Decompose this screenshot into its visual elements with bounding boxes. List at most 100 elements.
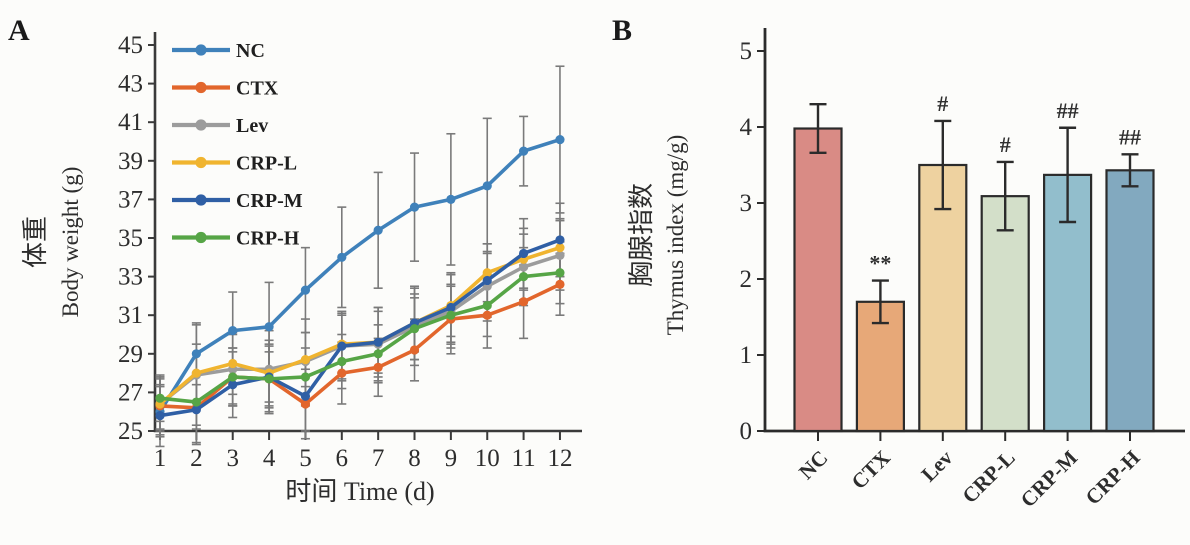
series-line-CRP-H	[159, 270, 561, 404]
panel-b-label: B	[612, 14, 633, 47]
a-x-axis-title: 时间 Time (d)	[285, 477, 434, 506]
b-x-category-label-CRP-M: CRP-M	[1016, 445, 1083, 512]
b-y-tick-label: 0	[740, 418, 753, 445]
series-CRP-H	[155, 268, 565, 407]
a-y-tick-label: 39	[118, 148, 143, 175]
legend-marker-CRP-M	[195, 194, 207, 206]
b-y-tick-label: 2	[740, 266, 753, 293]
a-legend: NC CTX Lev CRP-L CRP-M CRP-H	[172, 40, 303, 250]
data-point-CRP-H	[409, 324, 420, 334]
legend-item-CRP-L: CRP-L	[172, 153, 297, 175]
legend-marker-CTX	[195, 81, 207, 94]
bar-NC	[793, 127, 843, 433]
data-point-CRP-M	[373, 337, 383, 347]
data-point-CRP-H	[337, 356, 347, 367]
significance-annotation-CTX: **	[869, 251, 891, 276]
a-x-tick-label: 6	[336, 445, 349, 472]
a-y-axis-title-cn: 体重	[21, 216, 50, 268]
bar-group-CRP-M: ##	[1042, 98, 1093, 433]
significance-annotation-CRP-L: #	[1000, 132, 1011, 157]
a-x-tick-label: 9	[445, 445, 458, 472]
data-point-CTX	[555, 279, 565, 289]
bar-group-NC	[793, 102, 843, 433]
data-point-CRP-M	[446, 302, 456, 313]
legend-item-CRP-H: CRP-H	[172, 228, 300, 250]
data-point-CTX	[373, 362, 383, 372]
a-y-tick-label: 27	[118, 379, 143, 406]
data-point-CRP-M	[337, 341, 347, 351]
a-x-tick-label: 1	[154, 445, 167, 472]
data-point-CRP-L	[191, 368, 201, 378]
data-point-CRP-H	[519, 272, 529, 282]
data-point-CTX	[300, 399, 311, 409]
legend-label-CRP-M: CRP-M	[236, 190, 303, 212]
b-x-category-label-CRP-H: CRP-H	[1081, 446, 1145, 510]
data-point-CRP-H	[555, 268, 565, 278]
a-y-tick-label: 45	[118, 32, 143, 59]
data-point-CTX	[482, 310, 492, 320]
legend-item-CRP-M: CRP-M	[172, 190, 303, 212]
a-x-tick-label: 3	[226, 445, 239, 472]
b-y-tick-label: 5	[740, 38, 753, 65]
legend-marker-CRP-H	[195, 231, 207, 244]
bar-group-CTX: **	[855, 251, 906, 433]
legend-label-CRP-L: CRP-L	[236, 153, 297, 175]
legend-label-CTX: CTX	[236, 78, 279, 100]
legend-label-CRP-H: CRP-H	[236, 228, 300, 250]
b-y-tick-label: 3	[740, 190, 753, 217]
data-point-CRP-M	[482, 275, 492, 286]
data-point-CRP-M	[228, 380, 238, 390]
data-point-CRP-L	[555, 243, 565, 253]
data-point-NC	[519, 146, 529, 156]
b-y-axis-title-cn: 胸腺指数	[627, 183, 656, 287]
data-point-CTX	[337, 368, 347, 378]
significance-annotation-CRP-M: ##	[1057, 98, 1079, 123]
series-line-Lev	[158, 253, 561, 406]
data-point-NC	[409, 202, 420, 212]
a-y-axis-title-en: Body weight (g)	[58, 167, 83, 318]
data-point-NC	[555, 134, 565, 145]
significance-annotation-Lev: #	[937, 91, 948, 116]
bar-CRP-H	[1105, 169, 1155, 433]
data-point-CRP-L	[482, 268, 492, 278]
data-point-CRP-M	[300, 391, 311, 401]
a-x-tick-label: 10	[475, 445, 500, 472]
data-point-NC	[228, 326, 238, 336]
series-CRP-M	[155, 235, 565, 421]
a-y-tick-label: 35	[118, 225, 143, 252]
data-point-Lev	[519, 262, 529, 272]
data-point-CTX	[519, 297, 529, 307]
a-x-tick-label: 5	[299, 445, 312, 472]
b-x-category-label-CRP-L: CRP-L	[957, 446, 1019, 508]
b-y-axis-title-en: Thymus index (mg/g)	[663, 135, 688, 336]
bar-group-CRP-H: ##	[1105, 124, 1155, 433]
data-point-CRP-H	[191, 397, 201, 407]
data-point-NC	[446, 194, 456, 204]
data-point-Lev	[555, 250, 565, 260]
data-point-CRP-H	[264, 374, 274, 384]
legend-marker-NC	[195, 44, 207, 56]
legend-marker-CRP-L	[195, 156, 207, 169]
series-line-NC	[158, 137, 561, 413]
legend-marker-Lev	[195, 119, 207, 131]
a-x-tick-label: 7	[372, 445, 385, 472]
a-x-tick-label: 2	[190, 445, 203, 472]
b-x-category-label-CTX: CTX	[847, 446, 895, 494]
data-point-CRP-M	[191, 405, 201, 415]
a-y-tick-label: 37	[118, 186, 143, 213]
a-y-tick-label: 41	[118, 109, 143, 136]
a-x-tick-label: 12	[547, 445, 572, 472]
a-x-tick-label: 8	[408, 445, 421, 472]
b-y-tick-label: 4	[740, 114, 753, 141]
panel-a-label: A	[8, 14, 30, 47]
data-point-CRP-L	[300, 354, 311, 365]
data-point-NC	[191, 349, 201, 359]
legend-label-Lev: Lev	[236, 115, 268, 137]
data-point-CRP-M	[519, 248, 529, 259]
data-point-CRP-L	[228, 358, 238, 369]
data-point-CRP-H	[482, 300, 492, 311]
bar-group-CRP-L: #	[980, 132, 1030, 433]
